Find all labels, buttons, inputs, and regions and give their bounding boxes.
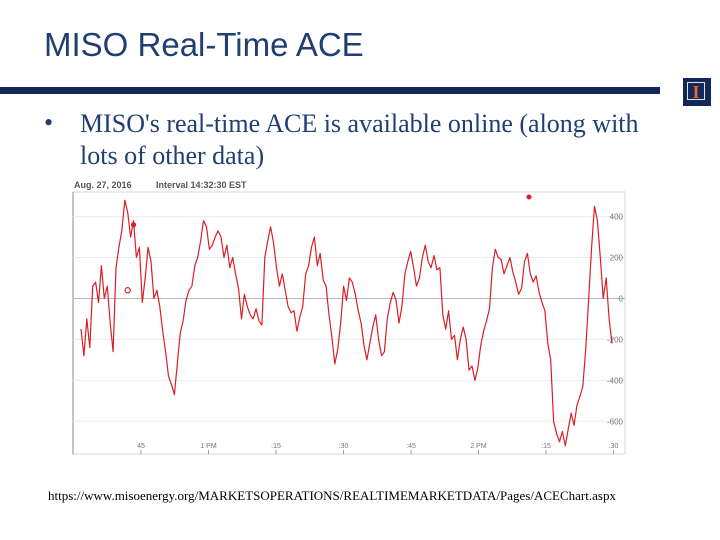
data-marker: [124, 287, 131, 294]
data-marker: [130, 222, 137, 228]
logo-letter: I: [687, 82, 705, 101]
x-tick-label: :30: [339, 443, 349, 450]
x-tick-label: 2 PM: [470, 443, 487, 450]
bullet-text: MISO's real-time ACE is available online…: [80, 109, 639, 170]
y-tick-label: -200: [607, 335, 624, 344]
source-url[interactable]: https://www.misoenergy.org/MARKETSOPERAT…: [48, 488, 616, 503]
title-divider: [0, 87, 660, 94]
y-tick-label: -600: [607, 417, 624, 426]
chart-title: Aug. 27, 2016: [74, 180, 132, 190]
y-tick-label: 0: [619, 294, 624, 303]
x-tick-label: 1 PM: [200, 443, 217, 450]
x-tick-label: 45: [137, 443, 145, 450]
x-tick-label: :15: [541, 443, 551, 450]
y-tick-label: 400: [610, 213, 624, 222]
series-line: [80, 199, 613, 447]
chart-legend: [526, 194, 532, 200]
y-tick-label: 200: [610, 254, 624, 263]
bullet-marker: •: [44, 108, 54, 137]
university-logo: I: [683, 78, 711, 106]
y-tick-label: -400: [607, 376, 624, 385]
x-tick-label: :15: [271, 443, 281, 450]
plot-area: [72, 191, 626, 455]
legend-swatch: [526, 194, 532, 200]
x-tick-label: :45: [406, 443, 416, 450]
ace-chart: 400 200 0 -200 -400 -600 45 1 PM :15 :30 :45 2 PM:…: [72, 180, 626, 455]
slide-title: MISO Real-Time ACE: [44, 26, 364, 63]
chart-subtitle: Interval 14:32:30 EST: [156, 180, 247, 190]
x-tick-label: :30: [609, 443, 619, 450]
